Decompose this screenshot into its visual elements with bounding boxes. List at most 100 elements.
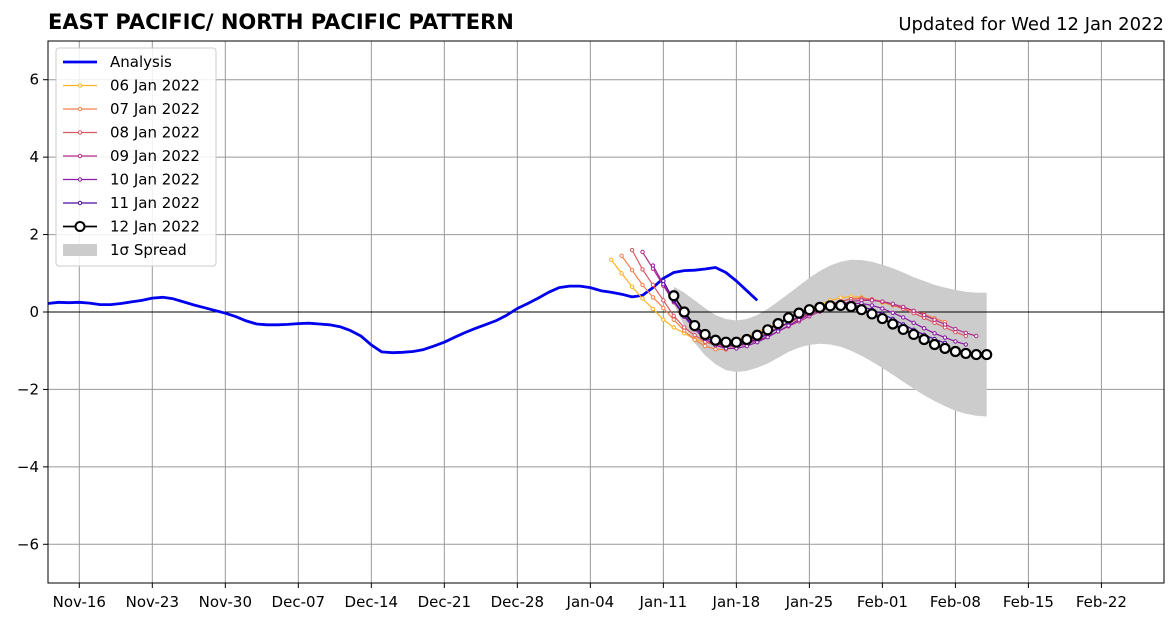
x-tick-label: Nov-30 [199,593,252,611]
data-point [668,290,680,302]
x-tick-label: Jan-11 [639,593,688,611]
legend-label: Analysis [110,53,172,71]
data-point [921,312,927,318]
data-point [949,345,962,358]
data-point [897,323,909,336]
data-point [921,326,927,331]
series-7 [668,290,993,361]
data-point [963,342,969,347]
legend-marker [77,200,83,206]
data-point [953,339,958,344]
series-line [47,266,759,355]
data-point [772,318,784,330]
x-tick-label: Dec-14 [345,593,399,611]
data-point [876,312,888,325]
data-point [918,333,930,346]
x-tick-label: Nov-16 [53,593,106,611]
legend-swatch [63,244,97,256]
data-point [692,333,697,338]
data-point [890,310,896,315]
data-point [932,317,937,322]
x-tick-label: Dec-21 [418,593,472,611]
legend-marker [77,130,83,135]
data-point [932,331,937,336]
data-point [803,304,815,316]
chart-subtitle: Updated for Wed 12 Jan 2022 [898,14,1164,35]
data-point [650,295,656,300]
legend: Analysis 06 Jan 2022 07 Jan 2022 08 Jan 202… [55,47,217,267]
data-point [981,348,993,361]
data-point [650,263,656,268]
data-point [671,325,676,330]
y-tick-label: 0 [29,303,39,321]
legend-label: 09 Jan 2022 [110,147,200,165]
data-point [640,249,645,255]
chart-title: EAST PACIFIC/ NORTH PACIFIC PATTERN [48,10,514,34]
legend-entry: 1σ Spread [63,241,187,259]
x-axis: Nov-16 Nov-23 Nov-30 Dec-07 Dec-14 Dec-21 Dec-… [53,583,1127,611]
legend-entry: 08 Jan 2022 [63,124,200,142]
data-point [855,304,868,316]
data-point [609,257,614,262]
data-point [838,295,843,300]
data-point [908,328,920,341]
data-point [901,304,906,310]
y-tick-label: −2 [17,380,39,398]
spread-band [673,259,987,417]
x-tick-label: Feb-08 [930,593,981,611]
data-point [942,335,948,340]
y-axis: 6 4 2 0 −2 −4 −6 [17,71,48,553]
y-tick-label: 4 [29,148,39,166]
data-point [970,348,982,361]
data-point [671,317,676,322]
legend-marker [77,153,83,159]
legend-box [55,47,217,267]
legend-marker [74,221,86,232]
data-point [845,300,857,313]
data-point [942,322,948,327]
data-point [619,271,624,276]
data-point [928,338,941,351]
data-point [629,247,635,253]
data-point [974,333,979,339]
data-point [671,313,676,319]
legend-label: 07 Jan 2022 [110,100,200,118]
data-point [713,346,718,352]
legend-label: 12 Jan 2022 [110,218,200,236]
data-point [751,329,763,341]
series-layer [47,247,993,361]
x-tick-label: Nov-23 [126,593,179,611]
data-point [782,312,795,324]
y-tick-label: −4 [17,458,39,476]
data-point [650,306,656,312]
legend-label: 06 Jan 2022 [110,77,200,95]
y-tick-label: 6 [29,71,39,89]
legend-entry: 07 Jan 2022 [63,100,200,118]
data-point [793,307,805,319]
legend-entry: 12 Jan 2022 [63,218,200,236]
data-point [640,282,645,288]
data-point [629,284,635,290]
x-tick-label: Jan-18 [712,593,761,611]
data-point [699,328,711,341]
data-point [814,301,826,313]
data-point [650,282,656,288]
y-tick-label: 2 [29,226,39,244]
data-point [939,342,951,354]
data-point [629,267,635,273]
data-point [730,336,742,348]
data-point [960,347,972,360]
data-point [661,317,666,322]
plot-area [47,40,1165,584]
data-point [869,298,875,303]
data-point [963,330,969,336]
data-point [661,305,666,311]
x-tick-label: Jan-25 [785,593,834,611]
data-point [824,300,836,312]
x-tick-label: Feb-22 [1076,593,1127,611]
x-tick-label: Feb-01 [857,593,908,611]
legend-entry: 06 Jan 2022 [63,77,200,95]
legend-items: Analysis 06 Jan 2022 07 Jan 2022 08 Jan 202… [63,53,200,259]
x-tick-label: Feb-15 [1003,593,1054,611]
